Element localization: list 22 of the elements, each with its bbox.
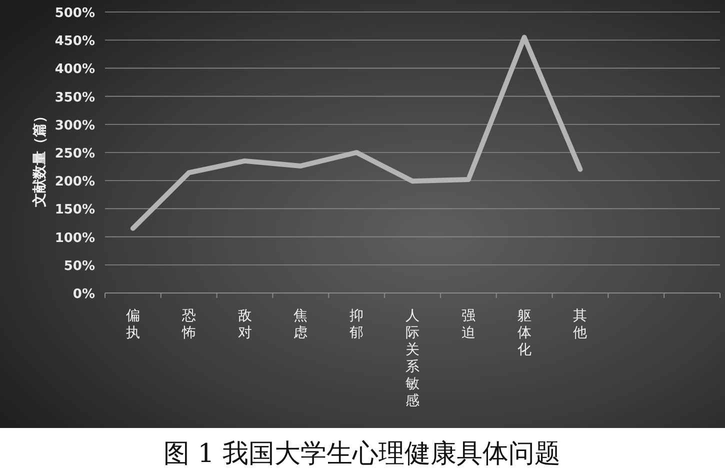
y-tick-label: 50% — [64, 258, 95, 274]
y-tick-label: 150% — [54, 202, 95, 218]
y-tick-label: 100% — [54, 230, 95, 246]
x-tick-label: 偏执 — [126, 308, 140, 341]
y-tick-label: 0% — [72, 287, 95, 302]
y-tick-label: 350% — [54, 90, 95, 106]
x-tick-label: 强迫 — [461, 308, 476, 341]
x-tick-label: 恐怖 — [180, 308, 196, 341]
x-tick-label: 人际关系敏感 — [406, 308, 420, 409]
x-tick-label: 敌对 — [238, 308, 252, 341]
x-tick-label: 抑郁 — [350, 308, 364, 341]
y-tick-label: 450% — [54, 34, 95, 50]
y-tick-label: 300% — [54, 118, 95, 134]
x-tick-label: 躯体化 — [517, 308, 532, 358]
y-tick-label: 200% — [54, 174, 95, 190]
y-tick-label: 250% — [54, 146, 95, 162]
y-tick-label: 400% — [54, 62, 95, 78]
y-tick-label: 500% — [54, 6, 95, 21]
x-tick-label: 焦虑 — [294, 308, 308, 341]
caption: 图 1 我国大学生心理健康具体问题 — [163, 439, 561, 469]
x-tick-label: 其他 — [573, 308, 588, 341]
y-axis-title: 文献数量（篇） — [31, 109, 48, 208]
